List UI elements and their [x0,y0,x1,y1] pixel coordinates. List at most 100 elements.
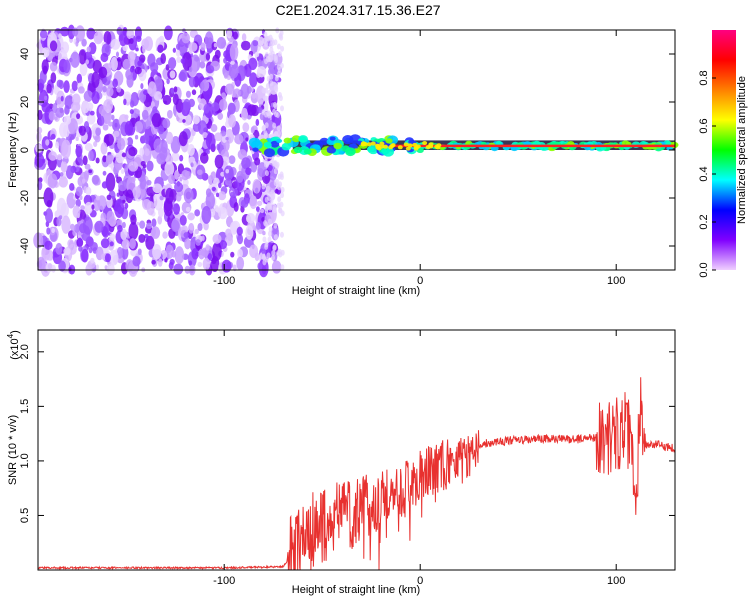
noise-blob [69,183,75,191]
noise-blob [250,126,255,134]
signal-blob [385,138,393,144]
snr-ticks: -100 0 100 0.5 1.0 1.5 2.0 [19,330,675,587]
noise-blob [95,157,100,164]
noise-blob [258,99,264,105]
noise-blob [102,170,107,176]
noise-blob [268,226,273,233]
noise-blob [270,254,275,261]
noise-blob [55,107,65,118]
signal-blob [281,142,292,151]
noise-blob [88,150,94,162]
noise-blob [159,146,168,161]
noise-blob [168,57,177,70]
noise-blob [109,249,119,266]
noise-blob [218,206,228,220]
noise-blob [84,201,93,215]
noise-blob [199,152,209,164]
noise-blob [110,38,121,50]
noise-blob [201,235,205,242]
noise-blob [228,62,239,79]
noise-blob [46,83,52,94]
colorbar-label: Normalized spectral amplitude [736,76,748,224]
noise-blob [91,204,95,211]
noise-blob [205,53,211,61]
noise-blob [254,51,260,58]
noise-blob [172,203,181,215]
noise-blob [120,228,128,241]
noise-blob [204,31,214,49]
noise-blob [108,62,113,69]
noise-blob [153,91,163,101]
colorbar-gradient [712,30,736,270]
noise-blob [173,86,178,93]
noise-blob [218,191,227,201]
noise-blob [269,80,274,87]
noise-blob [141,109,149,120]
noise-blob [57,28,62,34]
noise-blob [166,78,170,85]
noise-blob [223,72,228,79]
noise-blob [171,152,180,162]
noise-blob [111,114,115,121]
noise-blob [106,210,115,224]
noise-blob [95,127,101,136]
noise-blob [236,226,243,236]
noise-blob [95,264,99,270]
noise-blob [128,161,139,172]
noise-blob [256,200,263,207]
noise-blob [44,95,48,101]
noise-blob [86,112,96,125]
noise-blob [269,42,274,49]
noise-blob [49,61,58,72]
noise-blob [277,196,282,203]
signal-blob [270,140,280,148]
noise-blob [70,223,75,231]
noise-blob [93,31,104,45]
snr-xlabel: Height of straight line (km) [292,584,420,596]
noise-blob [37,109,43,121]
noise-blob [46,227,51,235]
noise-blob [258,59,263,67]
noise-blob [34,153,45,168]
signal-blob [263,141,272,148]
noise-blob [245,225,254,240]
noise-blob [190,162,194,168]
noise-blob [247,104,257,116]
noise-blob [157,44,164,53]
noise-blob [191,89,197,96]
noise-blob [201,205,212,224]
colorbar-tick-label: 0.8 [698,70,710,85]
noise-blob [60,202,70,218]
noise-blob [271,250,276,257]
noise-blob [118,31,128,47]
snr-frame [37,329,676,571]
noise-blob [227,102,236,115]
noise-blob [276,130,281,137]
noise-blob [106,194,112,201]
noise-blob [275,182,280,189]
signal-blob [495,140,503,146]
noise-blob [91,91,100,104]
noise-blob [78,246,83,252]
noise-blob [165,131,174,145]
noise-blob [264,122,269,129]
noise-blob [86,27,96,40]
noise-blob [189,223,194,231]
noise-blob [279,231,284,238]
noise-blob [68,267,72,272]
noise-blob [214,205,220,212]
noise-blob [158,207,164,218]
noise-blob [245,137,249,142]
noise-blob [100,142,108,155]
noise-blob [67,239,74,249]
spectrogram-ytick-label: -20 [19,190,31,206]
noise-blob [142,46,146,54]
noise-blob [214,49,221,59]
noise-blob [75,136,79,141]
noise-blob [105,172,116,192]
noise-blob [102,85,107,93]
colorbar-ticks: 0.0 0.2 0.4 0.6 0.8 [698,70,716,278]
noise-blob [240,83,250,100]
noise-blob [210,124,218,133]
signal-blob [329,136,336,141]
